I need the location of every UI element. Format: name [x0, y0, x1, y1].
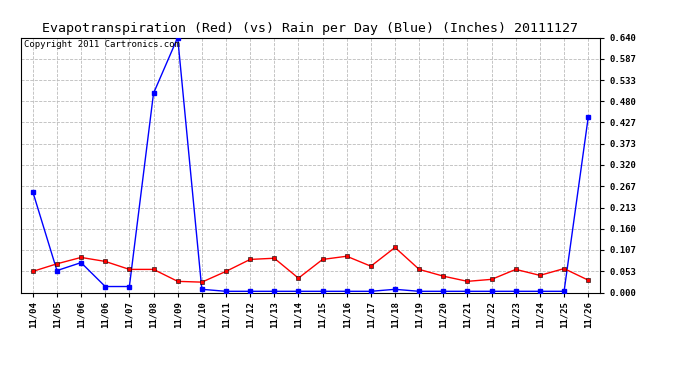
Title: Evapotranspiration (Red) (vs) Rain per Day (Blue) (Inches) 20111127: Evapotranspiration (Red) (vs) Rain per D…	[43, 22, 578, 35]
Text: Copyright 2011 Cartronics.com: Copyright 2011 Cartronics.com	[23, 40, 179, 49]
